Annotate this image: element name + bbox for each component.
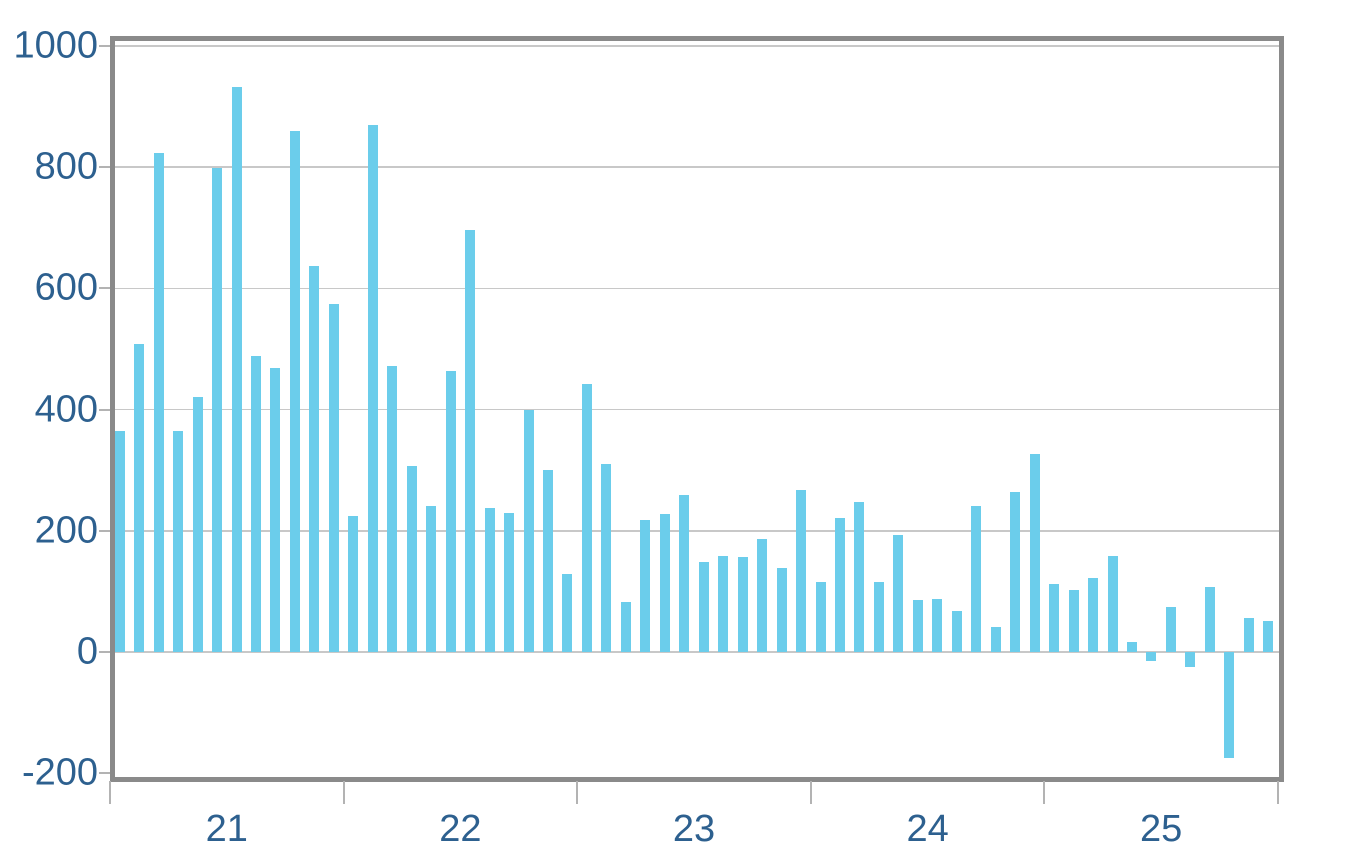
bar-month-27 [620, 601, 631, 653]
x-axis-label-22: 22 [439, 808, 482, 850]
bar-month-7 [231, 87, 242, 653]
bar-month-28 [640, 519, 651, 653]
bar-month-47 [1010, 492, 1021, 653]
bar-month-52 [1107, 556, 1118, 653]
bar-month-9 [270, 368, 281, 653]
bar-month-5 [192, 397, 203, 653]
bar-month-54 [1146, 652, 1157, 662]
bar-month-26 [601, 463, 612, 653]
plot-frame [110, 36, 1284, 782]
y-tick-mark [99, 651, 110, 654]
bar-month-42 [912, 599, 923, 653]
x-axis-label-21: 21 [205, 808, 248, 850]
bar-month-48 [1029, 454, 1040, 653]
bar-month-34 [757, 539, 768, 653]
bar-month-45 [971, 506, 982, 653]
gridline-200 [115, 530, 1279, 532]
bar-month-19 [465, 229, 476, 653]
bar-month-44 [951, 610, 962, 653]
bar-month-10 [289, 130, 300, 653]
bar-month-15 [387, 365, 398, 653]
bar-month-38 [835, 517, 845, 653]
bar-month-24 [562, 573, 573, 653]
y-tick-mark [99, 529, 110, 532]
bar-month-37 [815, 581, 826, 653]
bar-month-31 [698, 561, 709, 653]
bar-month-41 [893, 535, 904, 653]
y-tick-mark [99, 772, 110, 775]
y-tick-mark [99, 44, 110, 47]
y-axis-label-0: 0 [76, 630, 98, 673]
y-tick-mark [99, 166, 110, 169]
y-axis-label-600: 600 [34, 266, 98, 309]
bar-month-3 [153, 152, 164, 653]
bar-month-17 [426, 506, 437, 653]
gridline-400 [115, 408, 1279, 411]
y-axis-label--200: -200 [21, 751, 98, 794]
gridline-0 [115, 651, 1279, 653]
bar-month-23 [543, 470, 553, 653]
x-axis-label-23: 23 [672, 808, 716, 850]
bar-month-50 [1068, 590, 1079, 653]
bar-month-12 [328, 304, 339, 653]
y-tick-mark [99, 287, 110, 290]
y-axis-label-200: 200 [34, 509, 98, 552]
gridline-600 [115, 287, 1279, 290]
bar-month-1 [114, 430, 125, 653]
bar-month-43 [932, 598, 943, 653]
bar-month-60 [1263, 620, 1274, 653]
gridline-800 [115, 166, 1279, 168]
bar-month-51 [1088, 577, 1099, 653]
y-tick-mark [99, 408, 110, 411]
bar-month-6 [212, 168, 223, 653]
bar-month-57 [1204, 586, 1215, 653]
bar-month-14 [367, 124, 378, 653]
y-axis-label-800: 800 [34, 145, 98, 188]
bar-month-53 [1127, 641, 1137, 653]
x-axis-label-24: 24 [906, 808, 949, 850]
bar-month-32 [718, 556, 729, 653]
bar-month-16 [406, 465, 417, 653]
bar-month-13 [348, 515, 359, 653]
bar-month-2 [134, 344, 145, 653]
bar-month-11 [309, 265, 320, 653]
bar-month-35 [776, 568, 787, 653]
bar-month-39 [854, 501, 865, 653]
x-tick-mark [1277, 781, 1279, 804]
x-tick-mark [576, 781, 579, 804]
y-axis-label-400: 400 [34, 388, 98, 431]
bar-month-58 [1224, 652, 1235, 759]
x-axis-label-25: 25 [1140, 808, 1183, 850]
bar-month-33 [737, 556, 748, 653]
bar-month-40 [873, 581, 884, 653]
bar-month-22 [523, 409, 534, 653]
bar-month-4 [173, 430, 184, 653]
x-tick-mark [342, 781, 345, 804]
bar-month-46 [990, 626, 1001, 653]
bar-month-56 [1185, 652, 1196, 668]
gridline-1000 [115, 45, 1279, 47]
bar-month-29 [659, 513, 670, 653]
bar-month-20 [484, 507, 495, 653]
bar-month-30 [679, 495, 690, 653]
bar-month-25 [581, 384, 592, 653]
bar-month-55 [1165, 607, 1176, 653]
x-tick-mark [109, 781, 111, 804]
bar-month-21 [504, 512, 515, 653]
y-axis-label-1000: 1000 [13, 24, 98, 67]
x-tick-mark [1043, 781, 1046, 804]
bar-month-8 [251, 356, 261, 653]
bar-month-36 [796, 490, 807, 653]
bar-month-49 [1049, 584, 1060, 653]
x-tick-mark [809, 781, 812, 804]
bar-month-18 [445, 371, 456, 653]
bar-month-59 [1243, 618, 1254, 653]
